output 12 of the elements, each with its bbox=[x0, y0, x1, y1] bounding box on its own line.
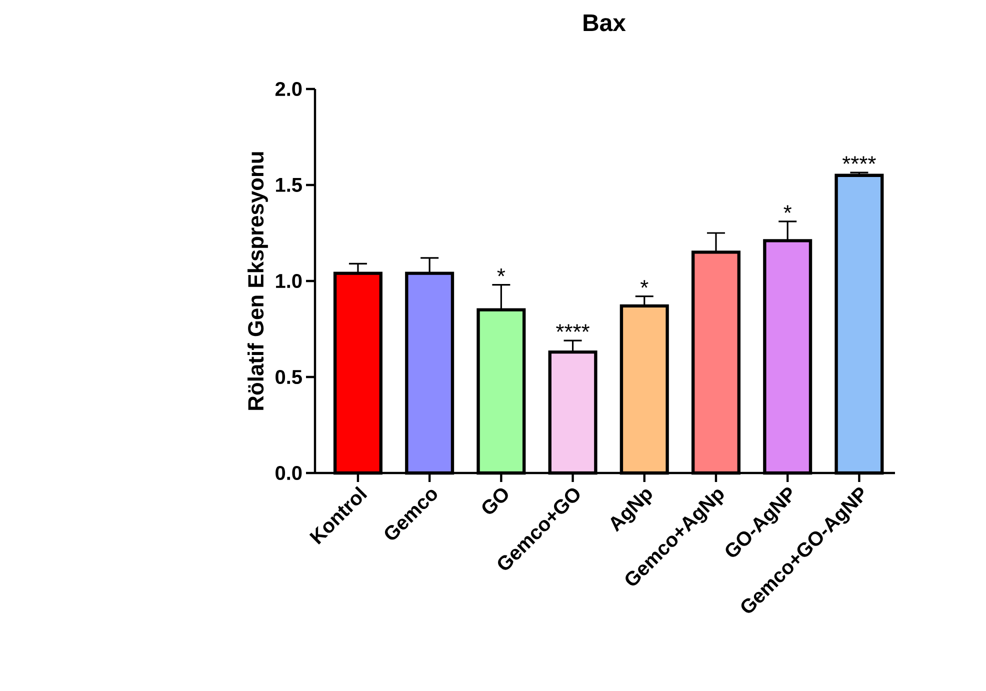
annotation: * bbox=[640, 280, 648, 288]
annotation: * bbox=[784, 205, 792, 213]
y-tick-label: 2.0 bbox=[275, 82, 302, 96]
y-tick-label: 1.5 bbox=[276, 178, 302, 192]
chart-title: Bax bbox=[584, 14, 626, 32]
y-tick-label: 1.0 bbox=[276, 274, 302, 288]
annotation: * bbox=[497, 268, 506, 276]
annotation: **** bbox=[842, 156, 876, 164]
y-tick-label: 0.5 bbox=[276, 370, 302, 384]
y-tick-label: 0.0 bbox=[276, 466, 302, 480]
y-axis-title: Rölatif Gen Ekspresyonu bbox=[248, 152, 268, 410]
annotation: **** bbox=[556, 324, 590, 332]
